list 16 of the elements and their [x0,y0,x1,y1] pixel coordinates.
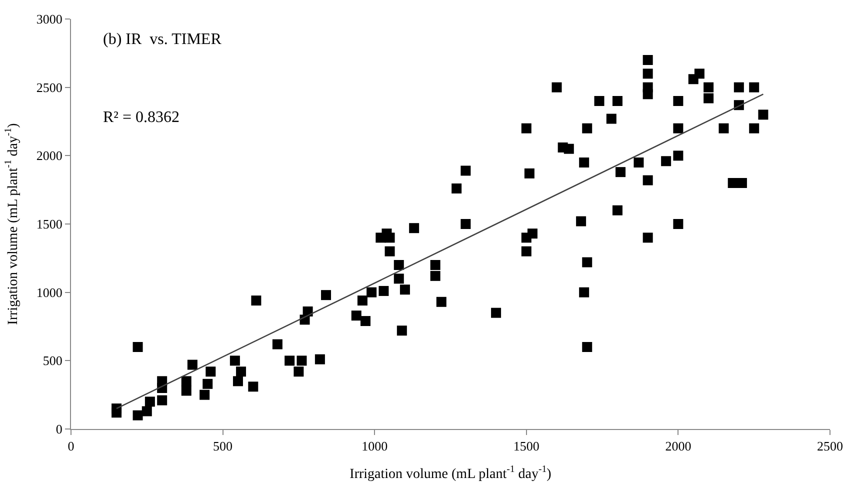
x-tick-label: 500 [213,438,233,454]
y-tick-label: 2000 [36,148,62,164]
x-tick-label: 2000 [665,438,692,454]
y-tick-label: 3000 [36,12,62,27]
y-tick-label: 1500 [36,216,62,232]
x-tick-label: 0 [68,438,74,454]
y-tick-label: 0 [56,422,62,437]
x-tick-label: 1000 [362,438,388,454]
annotation: (b) IR vs. TIMER [103,31,222,48]
x-tick-label: 2500 [817,438,843,454]
x-tick-label: 1500 [513,438,540,454]
annotation: R² = 0.8362 [103,109,180,126]
y-tick-label: 1000 [36,284,62,300]
x-axis-title: Irrigation volume (mL plant$^{-1}$ day$^{-1}$) [350,464,552,482]
y-tick-label: 2500 [36,80,62,95]
y-tick-label: 500 [42,353,62,368]
